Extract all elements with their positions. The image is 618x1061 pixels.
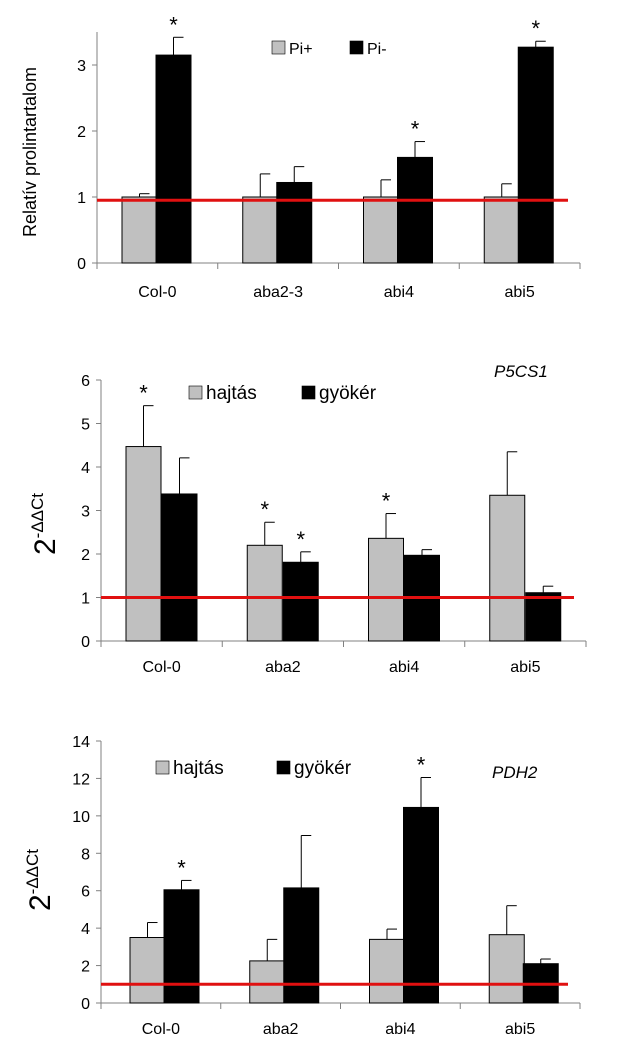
legend-swatch-2 xyxy=(301,385,316,400)
legend-swatch-2 xyxy=(276,760,291,775)
y-tick-label: 2 xyxy=(81,959,90,976)
y-tick-label: 1 xyxy=(81,591,90,608)
y-tick-label: 10 xyxy=(72,809,90,826)
significance-mark: * xyxy=(260,497,269,522)
significance-mark: * xyxy=(296,527,305,552)
y-tick-label: 12 xyxy=(72,771,90,788)
legend-label-2: gyökér xyxy=(319,383,377,404)
bar-2-3 xyxy=(403,806,439,1004)
chart-panel-2: 0 1 2 3 4 5 6 * Col-0 * * aba2 * abi4 abi5 hajtás gyökér… xyxy=(28,362,587,676)
legend-label-1: Pi+ xyxy=(289,41,313,58)
y-tick-label: 1 xyxy=(77,190,86,207)
bar-1-3 xyxy=(363,196,399,264)
bar-2-2 xyxy=(282,561,319,642)
bar-1-3 xyxy=(369,938,405,1004)
legend-label-1: hajtás xyxy=(206,383,257,404)
bar-2-4 xyxy=(525,592,562,642)
bar-1-2 xyxy=(249,960,286,1004)
bar-1-3 xyxy=(368,537,404,642)
x-tick-label: abi4 xyxy=(385,1021,415,1038)
significance-mark: * xyxy=(531,16,540,41)
y-tick-label: 2 xyxy=(77,124,86,141)
y-tick-label: 5 xyxy=(81,417,90,434)
significance-mark: * xyxy=(411,117,420,142)
x-tick-label: Col-0 xyxy=(142,1021,180,1038)
significance-mark: * xyxy=(177,855,186,880)
bar-2-3 xyxy=(397,156,433,264)
bar-2-1 xyxy=(161,493,198,642)
gene-annotation: P5CS1 xyxy=(494,362,548,381)
bar-1-2 xyxy=(242,196,279,264)
y-tick-label: 0 xyxy=(81,996,90,1013)
bar-1-4 xyxy=(489,494,526,642)
bar-2-2 xyxy=(276,181,313,264)
x-tick-label: aba2-3 xyxy=(253,284,303,301)
bar-1-1 xyxy=(129,937,166,1004)
bar-1-4 xyxy=(483,196,520,264)
x-tick-label: aba2 xyxy=(263,1021,299,1038)
y-axis-label: Relatív prolintartalom xyxy=(20,67,40,237)
legend-label-2: Pi- xyxy=(367,41,387,58)
significance-mark: * xyxy=(382,489,391,514)
y-tick-label: 2 xyxy=(81,547,90,564)
y-tick-label: 0 xyxy=(77,256,86,273)
y-axis-label: 2-ΔΔCt xyxy=(28,493,62,555)
x-tick-label: aba2 xyxy=(265,659,301,676)
chart-panel-3: 0 2 4 6 8 10 12 14 * Col-0 aba2 * abi4 abi5 hajtás gyök… xyxy=(23,734,581,1038)
x-tick-label: Col-0 xyxy=(143,659,181,676)
x-tick-label: Col-0 xyxy=(138,284,176,301)
x-tick-label: abi5 xyxy=(505,1021,535,1038)
legend-label-1: hajtás xyxy=(173,758,224,779)
significance-mark: * xyxy=(169,12,178,37)
x-tick-label: abi4 xyxy=(389,659,419,676)
bar-1-4 xyxy=(488,934,525,1004)
legend-label-2: gyökér xyxy=(294,758,352,779)
x-tick-label: abi5 xyxy=(510,659,540,676)
significance-mark: * xyxy=(139,381,148,406)
legend-swatch-2 xyxy=(349,40,364,55)
y-tick-label: 8 xyxy=(81,846,90,863)
y-tick-label: 4 xyxy=(81,460,90,477)
bar-1-1 xyxy=(125,446,162,642)
legend-swatch-1 xyxy=(155,760,170,775)
y-tick-label: 6 xyxy=(81,884,90,901)
y-tick-label: 14 xyxy=(72,734,90,751)
bar-2-1 xyxy=(155,54,192,264)
y-axis-label: 2-ΔΔCt xyxy=(23,849,57,911)
bar-1-1 xyxy=(121,196,158,264)
y-tick-label: 3 xyxy=(77,58,86,75)
bar-2-1 xyxy=(163,889,200,1004)
y-tick-label: 4 xyxy=(81,921,90,938)
bar-2-4 xyxy=(517,46,554,264)
y-tick-label: 0 xyxy=(81,634,90,651)
bar-1-2 xyxy=(246,544,283,642)
y-tick-label: 3 xyxy=(81,504,90,521)
significance-mark: * xyxy=(417,752,426,777)
chart-panel-1: 0 1 2 3 * Col-0 aba2-3 * abi4 * abi5 Pi+ Pi- Relatív … xyxy=(20,12,581,301)
gene-annotation: PDH2 xyxy=(492,763,538,782)
y-tick-label: 6 xyxy=(81,373,90,390)
legend-swatch-1 xyxy=(188,385,203,400)
x-tick-label: abi5 xyxy=(505,284,535,301)
legend-swatch-1 xyxy=(271,40,286,55)
x-tick-label: abi4 xyxy=(384,284,414,301)
